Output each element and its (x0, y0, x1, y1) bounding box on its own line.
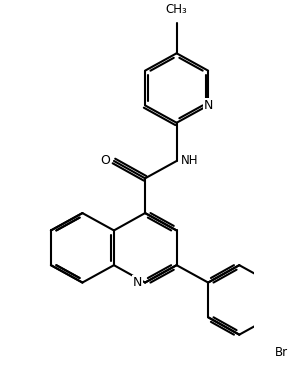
Text: O: O (100, 154, 110, 167)
Text: Br: Br (275, 345, 288, 358)
Text: N: N (203, 99, 213, 112)
Text: CH₃: CH₃ (166, 3, 188, 16)
Text: N: N (133, 276, 142, 289)
Text: NH: NH (181, 154, 198, 167)
